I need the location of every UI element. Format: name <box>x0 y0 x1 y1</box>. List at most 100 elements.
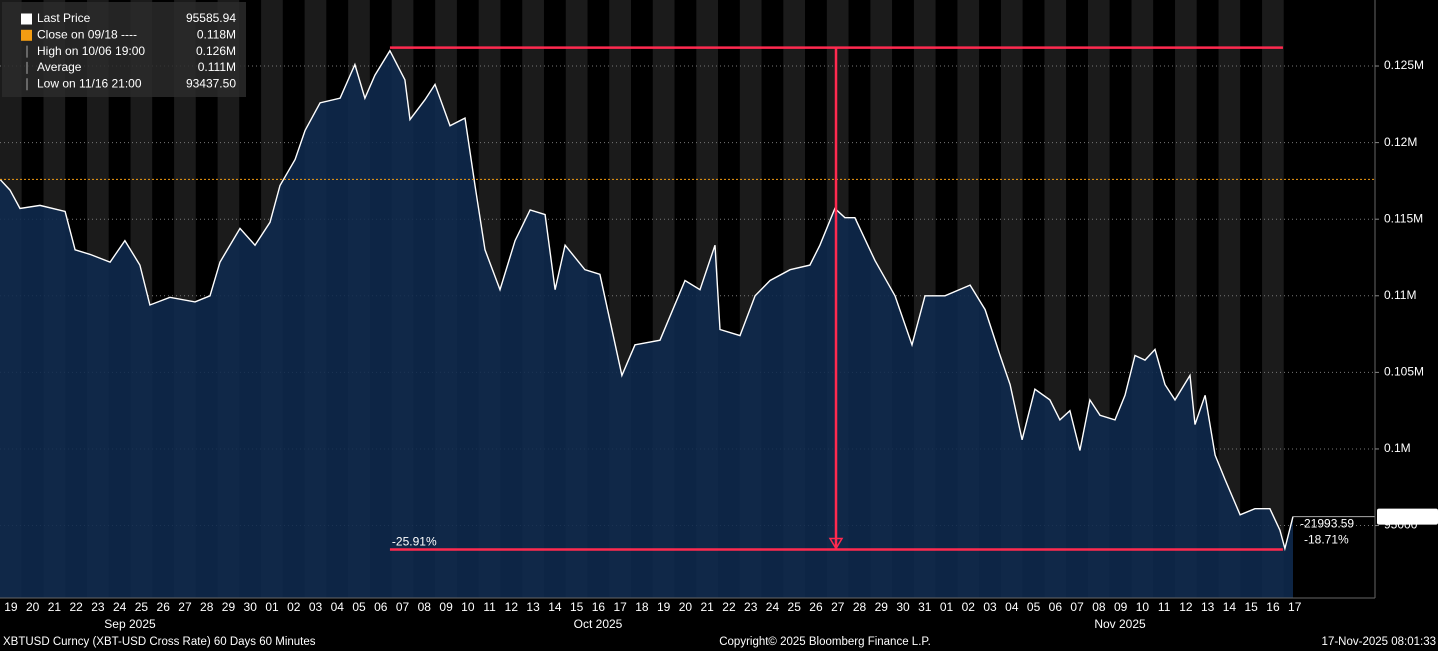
month-label: Oct 2025 <box>574 617 623 631</box>
y-tick-label: 0.105M <box>1384 365 1424 379</box>
day-stripe <box>1218 0 1241 598</box>
x-tick-label: 28 <box>853 600 867 614</box>
x-tick-label: 13 <box>526 600 540 614</box>
y-tick-label: 0.125M <box>1384 58 1424 72</box>
x-tick-label: 21 <box>48 600 62 614</box>
x-tick-label: 07 <box>1070 600 1084 614</box>
x-tick-label: 04 <box>331 600 345 614</box>
x-tick-label: 19 <box>4 600 18 614</box>
footer-right: 17-Nov-2025 08:01:33 <box>1322 636 1436 648</box>
x-tick-label: 20 <box>679 600 693 614</box>
x-tick-label: 02 <box>287 600 301 614</box>
x-tick-label: 26 <box>809 600 823 614</box>
x-tick-label: 12 <box>1179 600 1193 614</box>
x-tick-label: 17 <box>1288 600 1302 614</box>
legend-value: 0.118M <box>197 27 236 41</box>
x-tick-label: 24 <box>766 600 780 614</box>
x-tick-label: 24 <box>113 600 127 614</box>
x-tick-label: 10 <box>461 600 475 614</box>
x-tick-label: 01 <box>265 600 279 614</box>
price-line <box>0 49 1294 552</box>
plot <box>0 49 1294 598</box>
legend-label: High on 10/06 19:00 <box>37 44 145 58</box>
legend-swatch <box>21 13 32 25</box>
x-tick-label: 03 <box>309 600 323 614</box>
legend-swatch <box>21 29 32 41</box>
x-tick-label: 22 <box>69 600 83 614</box>
x-tick-label: 27 <box>178 600 192 614</box>
y-tick-label: 0.12M <box>1384 135 1417 149</box>
day-stripe <box>1283 0 1306 598</box>
x-tick-label: 03 <box>983 600 997 614</box>
x-tick-label: 12 <box>505 600 519 614</box>
legend-label: Close on 09/18 ---- <box>37 27 137 41</box>
x-tick-label: 22 <box>722 600 736 614</box>
x-tick-label: 25 <box>788 600 802 614</box>
overlay: -25.91% -21993.59 -18.71% <box>0 46 1375 551</box>
x-tick-label: 13 <box>1201 600 1215 614</box>
day-stripe <box>1262 0 1284 598</box>
x-tick-label: 21 <box>701 600 715 614</box>
legend-label: Average <box>37 60 82 74</box>
x-tick-label: 26 <box>157 600 171 614</box>
x-tick-label: 14 <box>1223 600 1237 614</box>
y-tick-label: 0.1M <box>1384 441 1411 455</box>
footer-left: XBTUSD Curncy (XBT-USD Cross Rate) 60 Da… <box>3 636 316 648</box>
x-tick-label: 14 <box>548 600 562 614</box>
month-label: Nov 2025 <box>1094 617 1146 631</box>
x-tick-label: 30 <box>244 600 258 614</box>
x-tick-label: 06 <box>1049 600 1063 614</box>
x-tick-label: 29 <box>875 600 889 614</box>
x-tick-label: 19 <box>657 600 671 614</box>
legend-value: 0.111M <box>198 60 236 74</box>
legend: Last Price 95585.94 Close on 09/18 ---- 0.1… <box>2 2 246 97</box>
legend-value: 0.126M <box>196 44 236 58</box>
x-tick-label: 16 <box>1266 600 1280 614</box>
x-tick-label: 05 <box>1027 600 1041 614</box>
x-tick-label: 30 <box>896 600 910 614</box>
x-tick-label: 08 <box>418 600 432 614</box>
x-tick-label: 23 <box>91 600 105 614</box>
arrow-head <box>828 537 844 550</box>
x-tick-label: 01 <box>940 600 954 614</box>
price-area <box>0 50 1293 598</box>
x-tick-label: 10 <box>1136 600 1150 614</box>
legend-value: 93437.50 <box>186 76 236 90</box>
x-tick-label: 04 <box>1005 600 1019 614</box>
axes: 19 20 21 22 23 24 25 26 27 28 29 30 01 02 03 04 05 06 07 08… <box>4 58 1438 614</box>
x-tick-label: 28 <box>200 600 214 614</box>
x-tick-label: 06 <box>374 600 388 614</box>
y-tick-label: 0.11M <box>1384 288 1416 302</box>
x-tick-label: 15 <box>1245 600 1259 614</box>
x-tick-label: 11 <box>1158 600 1171 614</box>
change-pct-label: -18.71% <box>1304 533 1349 547</box>
x-tick-label: 07 <box>396 600 410 614</box>
legend-box <box>2 2 246 97</box>
change-label: -21993.59 <box>1300 517 1354 531</box>
legend-label: Last Price <box>37 11 91 25</box>
legend-label: Low on 11/16 21:00 <box>37 76 142 90</box>
last-price-label: 95585.94 <box>1380 509 1430 523</box>
x-tick-label: 11 <box>483 600 496 614</box>
legend-value: 95585.94 <box>186 11 236 25</box>
month-label: Sep 2025 <box>104 617 156 631</box>
x-tick-label: 09 <box>439 600 453 614</box>
x-tick-label: 31 <box>918 600 932 614</box>
x-tick-label: 05 <box>352 600 366 614</box>
x-tick-label: 29 <box>222 600 236 614</box>
y-tick-label: 0.115M <box>1384 211 1423 225</box>
x-tick-label: 17 <box>613 600 627 614</box>
x-tick-label: 23 <box>744 600 758 614</box>
x-tick-label: 27 <box>831 600 845 614</box>
measure-pct: -25.91% <box>392 535 437 549</box>
x-tick-label: 15 <box>570 600 584 614</box>
x-tick-label: 25 <box>135 600 149 614</box>
x-tick-label: 18 <box>635 600 649 614</box>
x-tick-label: 20 <box>26 600 40 614</box>
x-tick-label: 09 <box>1114 600 1128 614</box>
x-tick-label: 02 <box>962 600 976 614</box>
last-price-tag <box>1377 508 1438 525</box>
x-tick-label: 08 <box>1092 600 1106 614</box>
